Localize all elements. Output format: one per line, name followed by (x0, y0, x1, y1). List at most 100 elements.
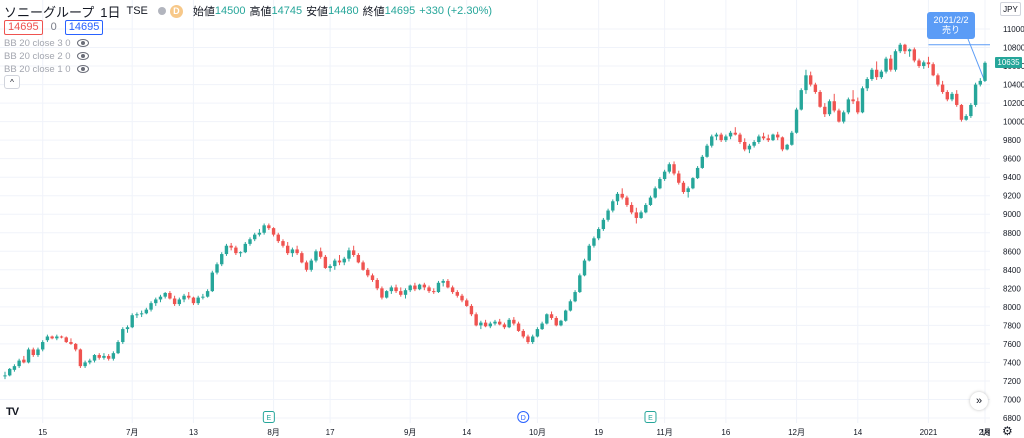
candle-body (116, 342, 120, 354)
indicator-bb-2[interactable]: BB 20 close 2 0 (4, 49, 89, 63)
candle-body (106, 355, 111, 359)
candle-body (860, 88, 865, 113)
earnings-marker[interactable] (644, 411, 657, 423)
candle-body (149, 303, 153, 310)
y-tick-label: 8200 (1003, 284, 1021, 293)
candle-body (710, 136, 714, 146)
symbol-name[interactable]: ソニーグループ (4, 4, 95, 20)
x-tick-label: 8月 (267, 428, 279, 437)
candle-body (535, 329, 540, 337)
candle-body (26, 349, 31, 363)
y-tick-label: 10800 (1003, 44, 1024, 53)
x-tick-label: 16 (721, 428, 730, 437)
candle-body (69, 342, 73, 344)
candle-body (309, 260, 313, 270)
close-value: 14695 (384, 5, 416, 17)
candle-body (215, 264, 219, 273)
indicator-bb-1[interactable]: BB 20 close 1 0 (4, 62, 89, 76)
event-marker-label: E (267, 415, 272, 422)
buy-button[interactable]: 14695 (64, 19, 104, 35)
candle-body (224, 245, 229, 255)
x-tick-label: 11月 (656, 428, 672, 437)
x-tick-label: 14 (853, 428, 862, 437)
sell-button[interactable]: 14695 (4, 19, 43, 35)
last-price-tag: 10635 (995, 57, 1022, 68)
candle-body (719, 134, 723, 141)
candle-body (747, 145, 752, 150)
candle-body (8, 368, 12, 376)
candle-body (841, 112, 846, 122)
candle-body (394, 287, 398, 292)
candle-body (752, 141, 756, 146)
grid-lines (0, 0, 990, 423)
collapse-legend-button[interactable]: ^ (4, 75, 20, 89)
candle-body (417, 284, 422, 290)
candle-body (554, 317, 558, 326)
currency-selector[interactable]: JPY (1000, 2, 1021, 16)
candle-body (271, 228, 276, 235)
candle-body (356, 254, 361, 263)
candle-body (733, 132, 737, 135)
x-tick-label: 10月 (529, 428, 546, 437)
gear-icon[interactable]: ⚙ (1002, 424, 1013, 438)
candle-body (587, 245, 591, 261)
candle-body (22, 359, 26, 363)
change-value: +330 (+2.30%) (419, 5, 493, 17)
candle-body (578, 275, 582, 293)
candle-body (969, 104, 973, 117)
candle-body (874, 69, 879, 78)
candle-body (794, 109, 799, 133)
candle-body (493, 321, 497, 324)
interval-label[interactable]: 1日 (100, 4, 121, 20)
candle-body (229, 245, 233, 248)
sell-callout[interactable]: 2021/2/2 売り (927, 12, 975, 39)
candle-body (50, 336, 54, 339)
candle-body (526, 336, 530, 343)
candle-body (625, 197, 629, 205)
candle-body (530, 336, 535, 343)
close-label: 終値 (362, 6, 385, 18)
candle-body (234, 247, 238, 254)
candle-body (634, 212, 639, 218)
eye-icon[interactable] (76, 52, 89, 60)
candle-body (187, 295, 191, 298)
symbol-legend: ソニーグループ 1日 TSE D 始値 14500 高値 14745 安値 14… (4, 2, 492, 20)
candle-body (601, 219, 606, 230)
candle-body (201, 296, 205, 298)
eye-icon[interactable] (76, 65, 89, 73)
indicator-bb-3[interactable]: BB 20 close 3 0 (4, 36, 89, 50)
candle-body (926, 62, 931, 65)
earnings-marker[interactable] (262, 411, 275, 423)
candle-body (978, 80, 982, 85)
candle-body (658, 179, 662, 189)
candle-body (611, 201, 615, 211)
candle-body (111, 353, 116, 359)
dividend-badge[interactable]: D (169, 4, 183, 18)
spread-value: 0 (50, 21, 57, 33)
go-to-realtime-button[interactable]: » (970, 392, 988, 410)
x-tick-label: 2月 (979, 428, 991, 437)
candle-body (766, 138, 770, 141)
tradingview-logo[interactable]: TV (6, 406, 19, 418)
candle-body (290, 249, 295, 254)
candle-body (516, 323, 521, 331)
candle-body (64, 337, 68, 343)
candle-body (455, 292, 460, 296)
eye-icon[interactable] (76, 39, 89, 47)
candle-body (92, 355, 97, 361)
candle-body (314, 251, 318, 261)
dividend-marker[interactable] (517, 411, 530, 423)
candle-body (375, 279, 379, 289)
low-value: 14480 (328, 5, 359, 17)
candle-body (17, 360, 21, 367)
candle-body (384, 291, 389, 298)
candle-body (592, 238, 596, 246)
y-tick-label: 7600 (1003, 340, 1021, 349)
candle-body (856, 101, 860, 113)
price-axis[interactable]: 6800 7000 7200 7400 7600 7800 8000 8200 8400 8600… (1003, 25, 1024, 423)
candle-body (31, 349, 35, 356)
candle-body (337, 260, 342, 263)
